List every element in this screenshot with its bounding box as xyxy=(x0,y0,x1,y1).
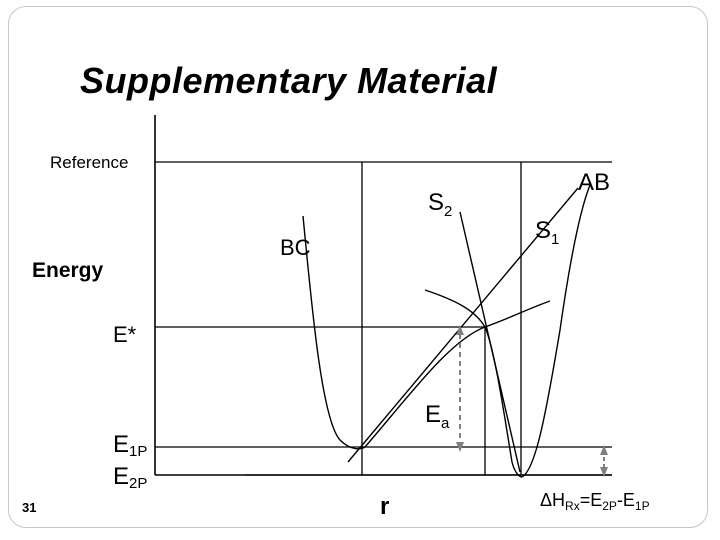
energy-label: Energy xyxy=(32,259,104,282)
s1-label: S1 xyxy=(535,217,559,248)
bc-curve-right-branch xyxy=(364,300,551,448)
s2-main: S xyxy=(428,189,444,216)
s2-line xyxy=(459,211,521,473)
s1-sub: 1 xyxy=(551,231,559,248)
e2p-main: E xyxy=(113,463,129,490)
delta-symbol: Δ xyxy=(540,490,552,510)
ea-main: E xyxy=(425,401,441,428)
bc-curve xyxy=(302,215,366,450)
delta-h-e2-sub: 2P xyxy=(602,499,617,513)
slide-number: 31 xyxy=(22,500,37,515)
ea-sub: a xyxy=(441,415,450,432)
delta-h-e1-sub: 1P xyxy=(635,499,650,513)
s2-sub: 2 xyxy=(444,203,452,220)
e2p-sub: 2P xyxy=(129,475,147,492)
e2p-label: E2P xyxy=(113,463,147,492)
bc-label: BC xyxy=(280,235,311,260)
x-axis-label: r xyxy=(380,493,389,520)
delta-h-main: H xyxy=(552,490,565,510)
e-star-label: E* xyxy=(113,322,137,347)
ab-label: AB xyxy=(578,169,610,196)
delta-h-rx-sub: Rx xyxy=(565,499,580,513)
delta-h-eq: =E xyxy=(580,490,603,510)
e1p-sub: 1P xyxy=(129,443,147,460)
s1-main: S xyxy=(535,217,551,244)
ea-label: Ea xyxy=(425,401,450,432)
e1p-main: E xyxy=(113,431,129,458)
e1p-label: E1P xyxy=(113,431,147,460)
slide-title: Supplementary Material xyxy=(80,60,498,101)
slide-frame xyxy=(8,6,708,528)
delta-h-label: ΔHRx=E2P-E1P xyxy=(540,490,650,513)
delta-h-minus: -E xyxy=(617,490,635,510)
ab-curve xyxy=(521,184,591,478)
s2-label: S2 xyxy=(428,189,452,220)
reference-label: Reference xyxy=(50,153,128,172)
